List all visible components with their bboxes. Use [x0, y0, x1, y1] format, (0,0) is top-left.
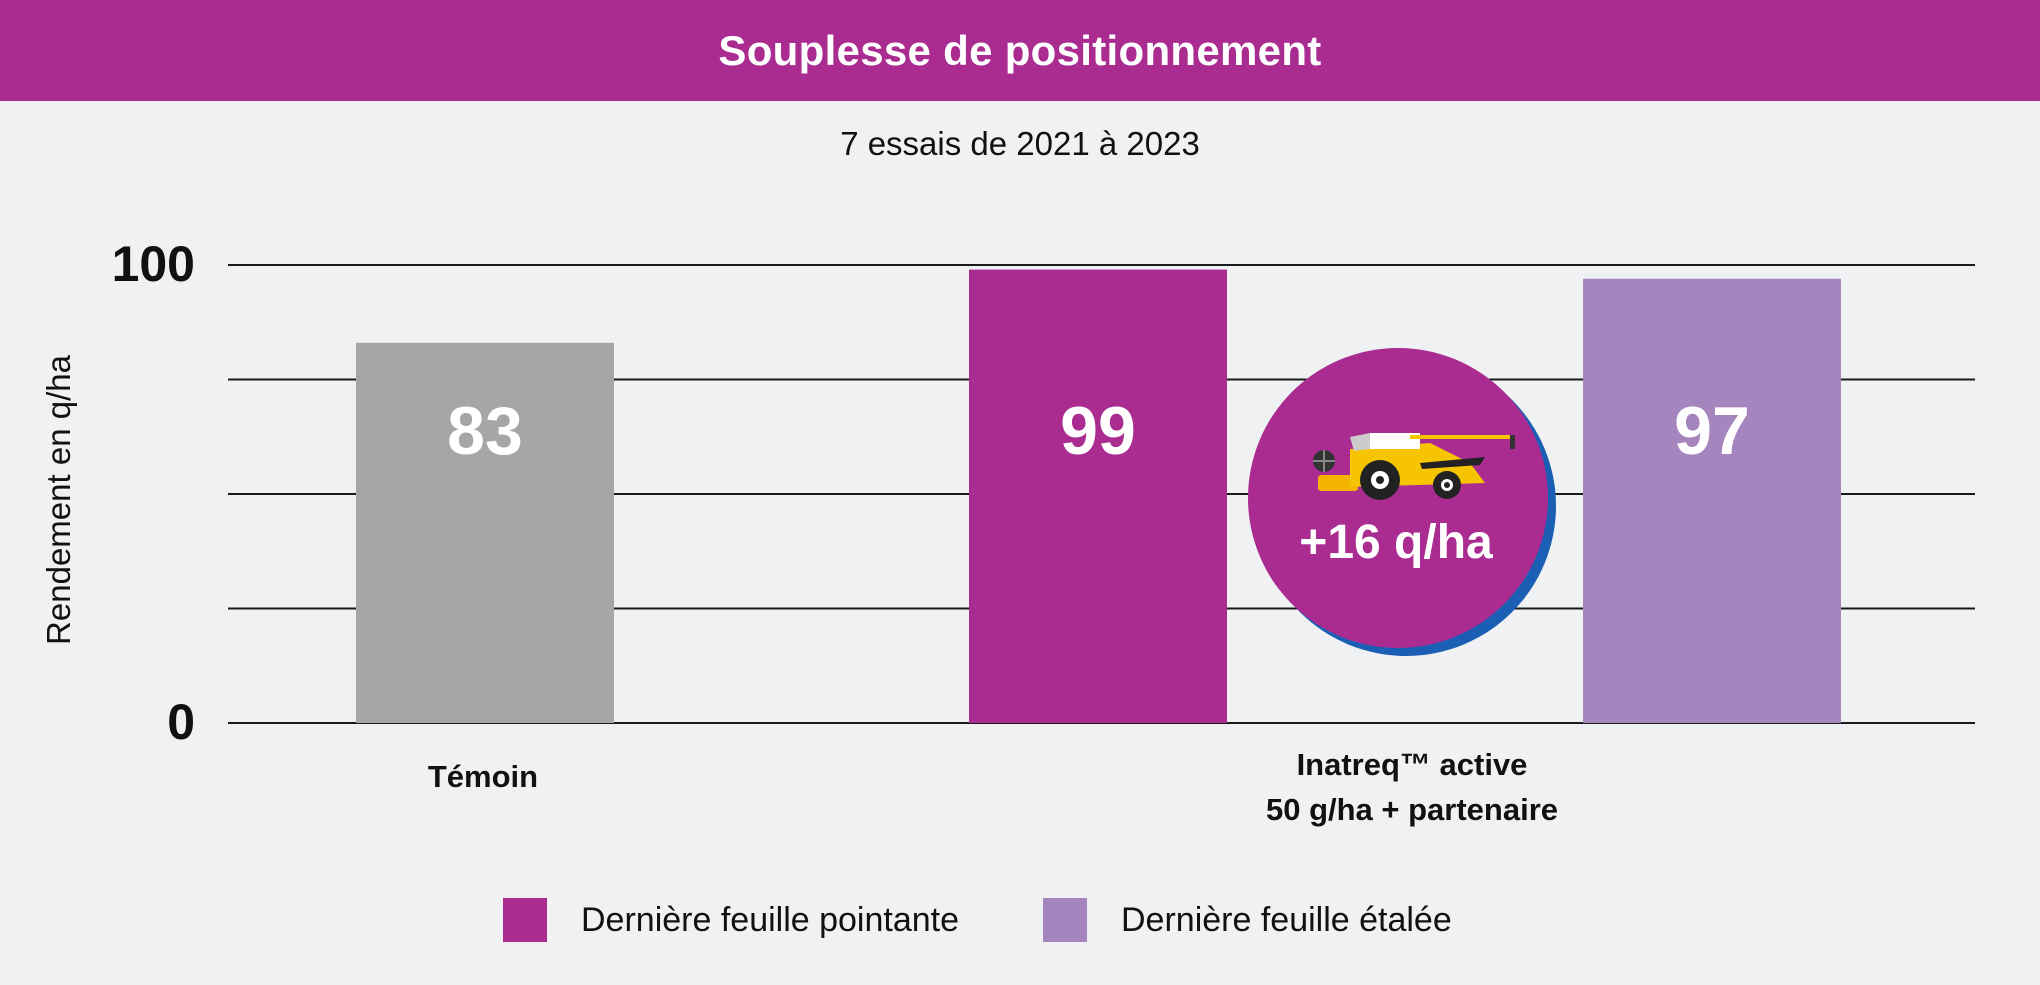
chart-subtitle: 7 essais de 2021 à 2023	[840, 125, 1200, 162]
bar	[1583, 278, 1841, 723]
combine-harvester-icon	[1313, 433, 1515, 500]
legend-label-etalee: Dernière feuille étalée	[1121, 900, 1452, 939]
annotation-label: +16 q/ha	[1299, 516, 1493, 569]
annotation-badge	[1248, 348, 1548, 648]
legend-item-pointante: Dernière feuille pointante	[503, 895, 959, 945]
title-banner: Souplesse de positionnement	[0, 0, 2040, 101]
bar	[356, 342, 614, 723]
bar-value-label: 97	[1674, 393, 1750, 469]
legend-swatch-pointante	[503, 898, 547, 942]
y-axis-label: Rendement en q/ha	[40, 354, 77, 645]
x-tick-label: Témoin	[428, 759, 538, 794]
legend-swatch-etalee	[1043, 898, 1087, 942]
x-tick-label: Inatreq™ active	[1297, 747, 1528, 782]
legend-item-etalee: Dernière feuille étalée	[1043, 895, 1452, 945]
legend: Dernière feuille pointante Dernière feui…	[0, 895, 2040, 945]
y-tick-label: 100	[112, 236, 195, 292]
x-tick-label: 50 g/ha + partenaire	[1266, 792, 1558, 827]
bar-value-label: 99	[1060, 393, 1136, 469]
legend-label-pointante: Dernière feuille pointante	[581, 900, 960, 939]
y-tick-label: 0	[167, 694, 195, 750]
bar-value-label: 83	[447, 393, 523, 469]
bar	[969, 269, 1227, 723]
chart-title: Souplesse de positionnement	[718, 26, 1322, 74]
